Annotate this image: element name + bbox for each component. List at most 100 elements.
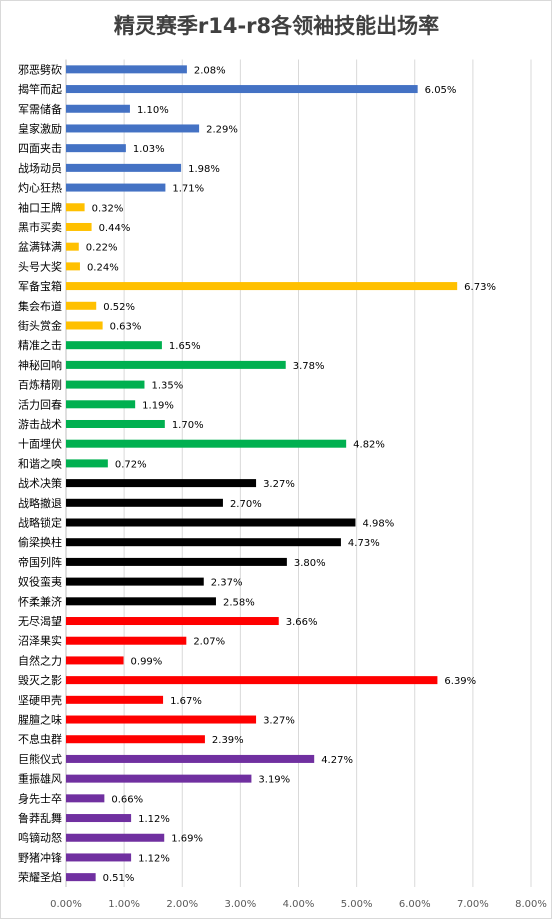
bar bbox=[66, 163, 182, 172]
bar bbox=[66, 833, 165, 842]
category-label: 无尽渴望 bbox=[18, 615, 62, 628]
bar bbox=[66, 85, 418, 94]
data-label: 3.66% bbox=[286, 617, 318, 628]
data-label: 6.73% bbox=[464, 282, 496, 293]
bar bbox=[66, 518, 356, 527]
bar bbox=[66, 203, 85, 212]
category-label: 十面埋伏 bbox=[18, 437, 62, 451]
x-tick-label: 3.00% bbox=[224, 899, 256, 910]
data-label: 2.58% bbox=[223, 597, 255, 608]
category-label: 腥膻之味 bbox=[18, 713, 62, 727]
data-label: 2.07% bbox=[193, 637, 225, 648]
category-label: 邪恶劈砍 bbox=[18, 62, 62, 76]
category-label: 黑市买卖 bbox=[18, 220, 62, 234]
data-label: 0.22% bbox=[86, 243, 118, 254]
data-label: 1.12% bbox=[138, 814, 170, 825]
data-label: 4.27% bbox=[321, 755, 353, 766]
data-label: 4.82% bbox=[353, 440, 385, 451]
category-label: 帝国列阵 bbox=[18, 555, 62, 569]
category-label: 奴役蛮夷 bbox=[18, 575, 62, 589]
category-label: 神秘回响 bbox=[18, 358, 62, 372]
bar bbox=[66, 183, 166, 192]
data-label: 2.39% bbox=[212, 735, 244, 746]
data-label: 1.71% bbox=[172, 184, 204, 195]
bar bbox=[66, 65, 187, 74]
bar bbox=[66, 439, 347, 448]
bar bbox=[66, 557, 287, 566]
bar bbox=[66, 321, 103, 330]
data-label: 2.70% bbox=[230, 499, 262, 510]
data-label: 2.08% bbox=[194, 65, 226, 76]
data-label: 4.73% bbox=[348, 538, 380, 549]
category-label: 揭竿而起 bbox=[18, 82, 62, 96]
category-label: 盆满钵满 bbox=[18, 240, 62, 254]
category-label: 重振雄风 bbox=[18, 772, 62, 786]
category-label: 偷梁换柱 bbox=[18, 535, 62, 549]
bar bbox=[66, 715, 257, 724]
bar bbox=[66, 735, 205, 744]
category-label: 集会布道 bbox=[18, 299, 62, 313]
bar bbox=[66, 144, 126, 153]
data-label: 3.80% bbox=[294, 558, 326, 569]
category-label: 街头赏金 bbox=[18, 318, 62, 332]
category-label: 军备宝箱 bbox=[18, 279, 62, 293]
category-label: 鸣镝动怒 bbox=[18, 831, 62, 845]
data-label: 0.32% bbox=[92, 203, 124, 214]
data-label: 6.05% bbox=[425, 85, 457, 96]
data-label: 3.27% bbox=[263, 716, 295, 727]
category-label: 战略撤退 bbox=[18, 496, 62, 510]
bar bbox=[66, 380, 145, 389]
bar bbox=[66, 754, 315, 763]
category-label: 军需储备 bbox=[18, 102, 62, 116]
data-label: 1.98% bbox=[188, 164, 220, 175]
data-label: 0.52% bbox=[103, 302, 135, 313]
bar bbox=[66, 577, 204, 586]
category-label: 皇家激励 bbox=[18, 121, 62, 135]
category-label: 荣耀圣焰 bbox=[18, 870, 62, 884]
x-tick-label: 6.00% bbox=[399, 899, 431, 910]
data-label: 0.24% bbox=[87, 262, 119, 273]
data-label: 1.70% bbox=[172, 420, 204, 431]
category-label: 战场动员 bbox=[18, 161, 62, 175]
category-label: 鲁莽乱舞 bbox=[18, 811, 62, 825]
bar bbox=[66, 459, 108, 468]
bar bbox=[66, 873, 96, 882]
data-label: 3.19% bbox=[258, 775, 290, 786]
bar bbox=[66, 853, 132, 862]
category-label: 头号大奖 bbox=[18, 259, 62, 273]
category-label: 身先士卒 bbox=[18, 791, 62, 805]
data-label: 3.78% bbox=[293, 361, 325, 372]
data-label: 1.10% bbox=[137, 105, 169, 116]
bar bbox=[66, 360, 286, 369]
data-label: 0.66% bbox=[111, 794, 143, 805]
bar bbox=[66, 656, 124, 665]
x-tick-label: 2.00% bbox=[166, 899, 198, 910]
bar bbox=[66, 222, 92, 231]
x-tick-label: 0.00% bbox=[50, 899, 82, 910]
bar bbox=[66, 301, 97, 310]
bar bbox=[66, 538, 341, 547]
data-label: 1.12% bbox=[138, 853, 170, 864]
bar bbox=[66, 341, 162, 350]
category-label: 活力回春 bbox=[18, 398, 62, 411]
bar bbox=[66, 498, 223, 507]
category-label: 战略锁定 bbox=[18, 516, 62, 530]
x-tick-label: 1.00% bbox=[108, 899, 140, 910]
data-label: 2.37% bbox=[211, 578, 243, 589]
x-tick-label: 5.00% bbox=[341, 899, 373, 910]
data-label: 6.39% bbox=[444, 676, 476, 687]
category-label: 游击战术 bbox=[18, 418, 62, 431]
category-label: 和谐之唤 bbox=[18, 456, 62, 470]
category-label: 精准之击 bbox=[18, 338, 62, 352]
data-label: 3.27% bbox=[263, 479, 295, 490]
bar bbox=[66, 419, 165, 428]
category-label: 沼泽果实 bbox=[18, 634, 62, 648]
category-label: 百炼精刚 bbox=[18, 378, 62, 392]
category-label: 野猪冲锋 bbox=[18, 850, 62, 864]
data-label: 4.98% bbox=[362, 519, 394, 530]
data-label: 1.35% bbox=[151, 381, 183, 392]
data-label: 1.19% bbox=[142, 400, 174, 411]
bar bbox=[66, 695, 164, 704]
category-label: 自然之力 bbox=[18, 653, 62, 667]
